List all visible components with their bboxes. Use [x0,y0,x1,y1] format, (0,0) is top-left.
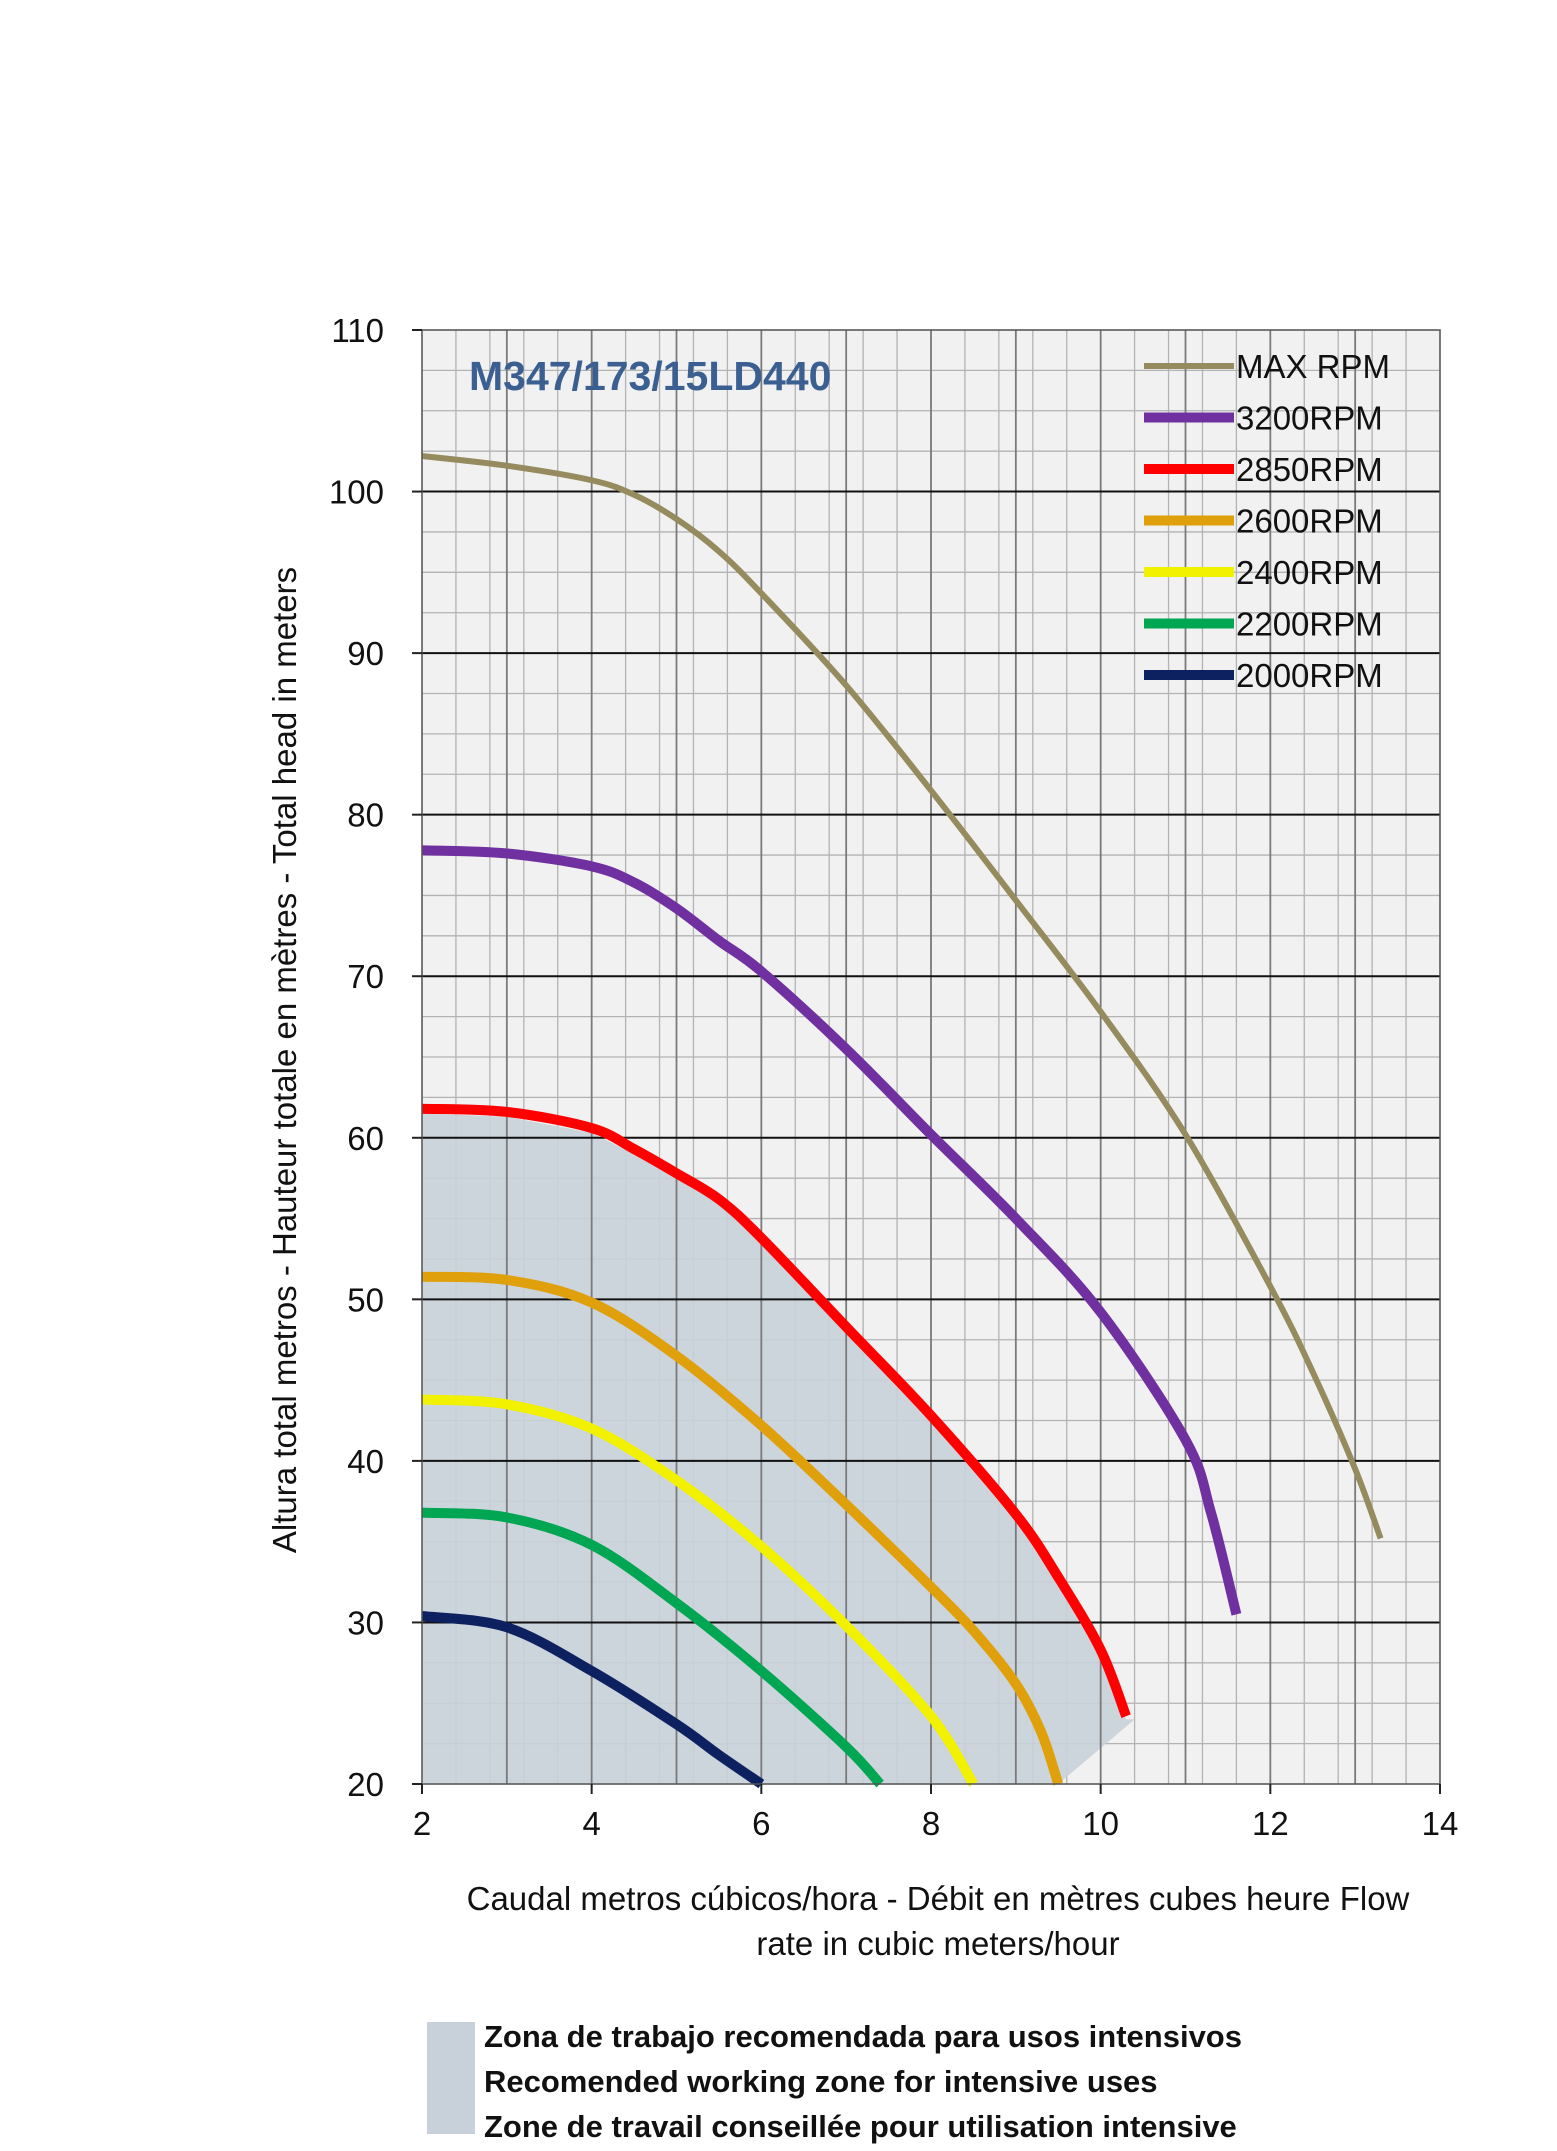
y-tick-label: 70 [347,958,384,995]
legend-label: 2400RPM [1236,554,1383,591]
series-line-3200rpm [421,845,1242,1616]
zone-legend-spanish: Zona de trabajo recomendada para usos in… [484,2019,1242,2054]
y-tick-label: 80 [347,797,384,834]
x-tick-label: 8 [922,1805,940,1842]
y-tick-labels: 20 30 40 50 60 70 80 90 100 110 [329,312,422,1803]
y-tick-label: 40 [347,1443,384,1480]
y-tick-label: 110 [331,312,384,349]
series-line-2000rpm [421,1611,765,1789]
zone-legend-swatch [427,2022,475,2134]
series-lines [421,453,1384,1789]
x-tick-label: 2 [413,1805,431,1842]
legend-label: 2200RPM [1236,606,1383,643]
y-tick-label: 50 [347,1281,384,1318]
x-axis-label-line1: Caudal metros cúbicos/hora - Débit en mè… [467,1880,1410,1917]
chart-title: M347/173/15LD440 [469,353,831,399]
x-tick-label: 6 [752,1805,770,1842]
legend-label: 3200RPM [1236,400,1383,437]
legend: MAX RPM 3200RPM 2850RPM 2600RPM 2400RPM 2200R… [1144,348,1390,694]
zone-legend-english: Recomended working zone for intensive us… [484,2064,1158,2099]
x-tick-label: 12 [1252,1805,1289,1842]
series-line-2600rpm [421,1271,1064,1786]
legend-label: MAX RPM [1236,348,1390,385]
series-line-max-rpm [421,453,1384,1540]
series-line-2200rpm [421,1507,884,1788]
x-axis-label-line2: rate in cubic meters/hour [756,1925,1119,1962]
x-tick-labels: 2 4 6 8 10 12 14 [413,1784,1459,1842]
y-axis-label: Altura total metros - Hauteur totale en … [266,567,303,1553]
y-tick-label: 60 [347,1120,384,1157]
zone-legend-french: Zone de travail conseillée pour utilisat… [484,2109,1237,2144]
y-tick-label: 20 [347,1766,384,1803]
legend-label: 2600RPM [1236,503,1383,540]
y-tick-label: 100 [329,474,384,511]
legend-label: 2850RPM [1236,451,1383,488]
legend-label: 2000RPM [1236,657,1383,694]
major-grid [422,330,1440,1784]
x-tick-label: 4 [582,1805,600,1842]
series-line-2400rpm [421,1394,978,1787]
x-tick-label: 10 [1082,1805,1119,1842]
y-tick-label: 90 [347,635,384,672]
series-line-2850rpm [421,1103,1131,1718]
x-tick-label: 14 [1422,1805,1459,1842]
y-tick-label: 30 [347,1604,384,1641]
